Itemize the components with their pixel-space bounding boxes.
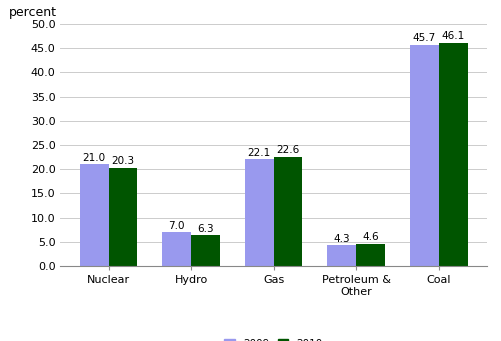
- Bar: [409, 45, 438, 266]
- Bar: [438, 43, 466, 266]
- Text: 6.3: 6.3: [197, 224, 213, 234]
- Legend: 2009, 2010: 2009, 2010: [220, 335, 326, 341]
- Bar: [108, 168, 137, 266]
- Text: 22.1: 22.1: [247, 148, 270, 158]
- Text: 4.6: 4.6: [362, 232, 378, 242]
- Bar: [191, 236, 219, 266]
- Text: 20.3: 20.3: [111, 156, 134, 166]
- Bar: [355, 244, 384, 266]
- Text: 21.0: 21.0: [82, 153, 105, 163]
- Text: 22.6: 22.6: [276, 145, 299, 155]
- Text: 7.0: 7.0: [168, 221, 184, 231]
- Bar: [327, 245, 355, 266]
- Bar: [80, 164, 108, 266]
- Text: 46.1: 46.1: [440, 31, 464, 41]
- Text: percent: percent: [9, 6, 57, 19]
- Text: 45.7: 45.7: [412, 33, 435, 43]
- Text: 4.3: 4.3: [333, 234, 349, 244]
- Bar: [244, 159, 273, 266]
- Bar: [273, 157, 302, 266]
- Bar: [162, 232, 191, 266]
